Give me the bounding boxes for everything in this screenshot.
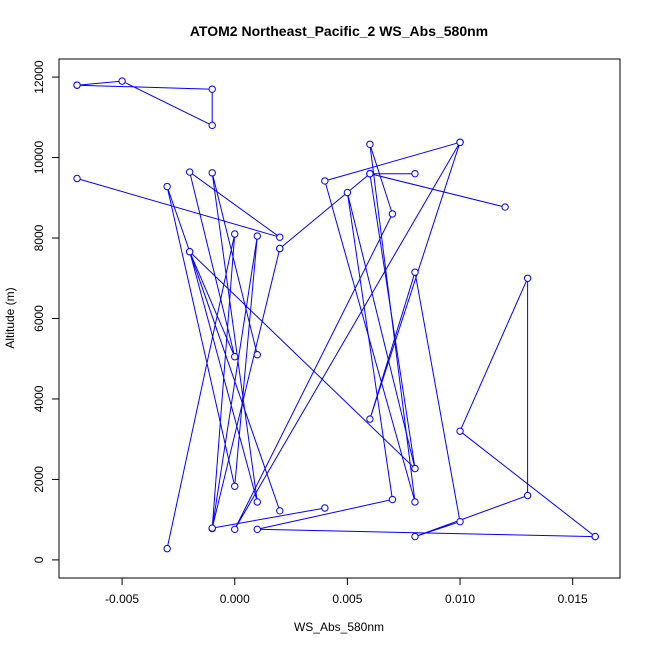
data-point — [366, 169, 374, 178]
y-tick-label: 12000 — [32, 60, 46, 94]
data-point — [253, 351, 261, 359]
plot-frame — [58, 58, 621, 579]
y-tick-label: 0 — [32, 556, 46, 563]
data-point — [591, 532, 599, 541]
data-point — [456, 517, 464, 526]
data-point — [208, 169, 216, 177]
data-point — [523, 491, 532, 500]
y-tick-label: 4000 — [32, 385, 46, 412]
y-tick-label: 10000 — [32, 141, 46, 175]
data-point — [208, 85, 216, 93]
data-point — [231, 353, 239, 361]
data-point — [411, 268, 419, 276]
data-point — [411, 498, 419, 506]
y-tick-label: 2000 — [32, 466, 46, 493]
data-point — [73, 174, 81, 183]
chart-title: ATOM2 Northeast_Pacific_2 WS_Abs_580nm — [190, 23, 488, 39]
y-tick-label: 8000 — [32, 224, 46, 251]
data-point — [231, 230, 239, 238]
data-point — [185, 248, 194, 256]
x-axis-label: WS_Abs_580nm — [294, 620, 384, 634]
x-tick-label: 0.015 — [558, 592, 588, 606]
data-point — [73, 81, 81, 89]
data-point — [501, 203, 509, 211]
y-tick-label: 6000 — [32, 305, 46, 332]
data-point — [276, 507, 284, 515]
data-point — [321, 504, 329, 512]
data-point — [343, 188, 352, 197]
data-point — [253, 525, 261, 534]
data-point — [185, 168, 194, 176]
data-point — [366, 415, 374, 423]
data-point — [118, 77, 126, 85]
series-line — [76, 80, 213, 127]
series-line — [234, 141, 596, 538]
data-point — [388, 495, 397, 504]
data-point — [321, 177, 329, 185]
data-point — [231, 525, 239, 534]
data-point — [163, 544, 171, 553]
data-point — [523, 274, 532, 282]
data-point — [208, 524, 216, 532]
series-layer — [73, 77, 599, 553]
data-point — [388, 210, 397, 218]
data-point — [411, 464, 419, 473]
data-point — [366, 140, 374, 148]
data-point — [276, 233, 284, 241]
y-axis-label: Altitude (m) — [3, 287, 17, 348]
y-axis: 0 2000 4000 6000 8000 10000 12000 — [32, 60, 60, 563]
data-point — [253, 232, 261, 240]
data-point — [276, 244, 284, 253]
data-point — [231, 482, 239, 490]
data-point — [456, 138, 464, 146]
series-line — [166, 172, 281, 549]
x-tick-label: 0.010 — [445, 592, 475, 606]
data-point — [456, 427, 464, 435]
x-tick-label: 0.005 — [332, 592, 362, 606]
data-point — [253, 498, 261, 506]
data-point — [411, 169, 419, 178]
data-point — [411, 532, 419, 541]
series-line — [76, 170, 596, 538]
x-axis: -0.005 0.000 0.005 0.010 0.015 — [105, 577, 588, 606]
x-tick-label: 0.000 — [220, 592, 250, 606]
data-point — [208, 121, 216, 130]
data-point — [163, 182, 171, 191]
x-tick-label: -0.005 — [105, 592, 139, 606]
